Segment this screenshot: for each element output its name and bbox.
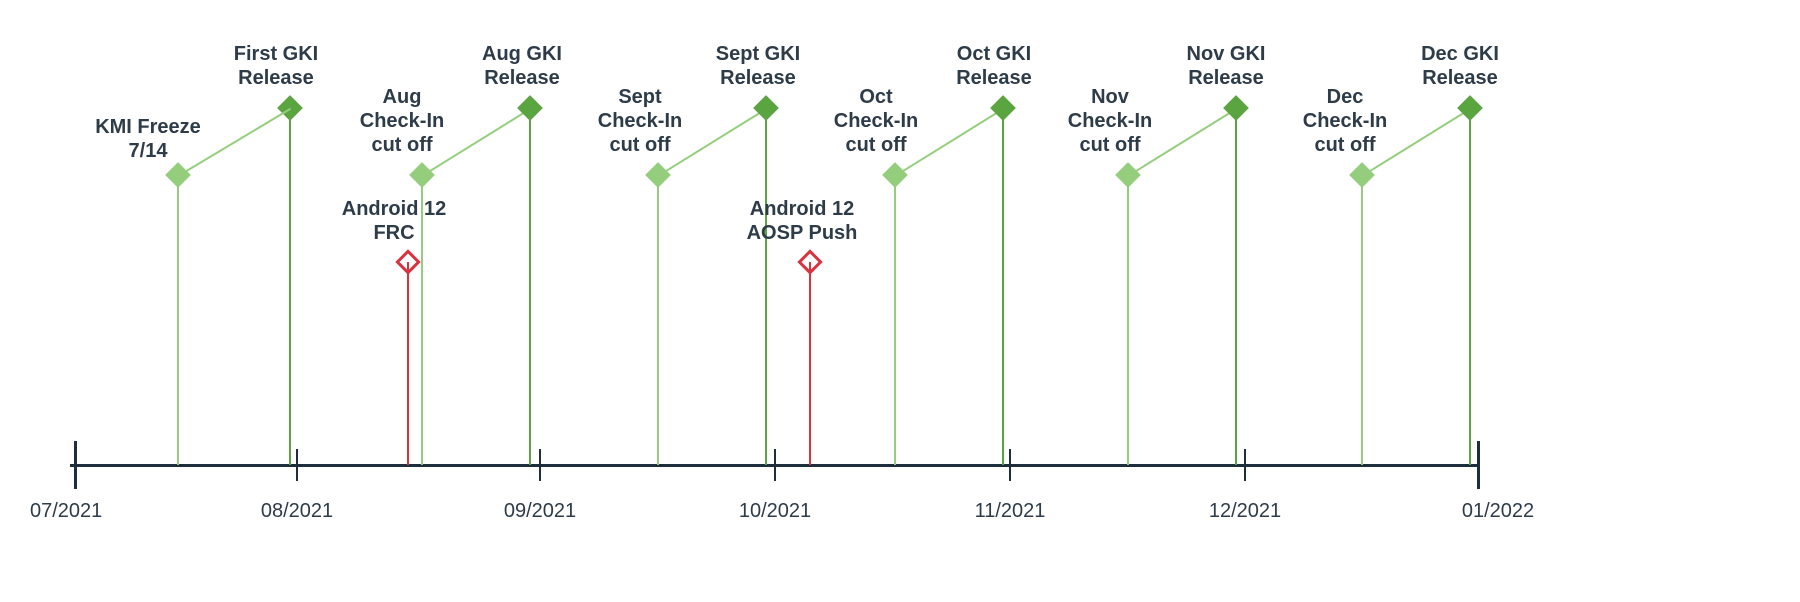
timeline-diagram: 07/2021 08/2021 09/2021 10/2021 11/2021 12/20…	[0, 0, 1800, 602]
axis-label: 09/2021	[504, 500, 576, 523]
event-stem-dec-gki	[1469, 108, 1471, 465]
event-stem-aug-gki	[529, 108, 531, 465]
axis-label: 12/2021	[1209, 500, 1281, 523]
event-stem-first-gki	[289, 108, 291, 465]
event-stem-android12-frc	[407, 262, 409, 465]
axis-label: 10/2021	[739, 500, 811, 523]
event-label-android12-frc: Android 12 FRC	[342, 197, 446, 245]
event-label-dec-gki: Dec GKI Release	[1421, 42, 1499, 90]
event-marker-aug-gki	[517, 95, 542, 120]
axis-tick	[296, 449, 298, 481]
axis-tick	[774, 449, 776, 481]
event-label-dec-checkin: Dec Check-In cut off	[1303, 85, 1387, 157]
axis-label: 01/2022	[1462, 500, 1534, 523]
event-stem-oct-gki	[1002, 108, 1004, 465]
event-marker-nov-checkin	[1115, 162, 1140, 187]
event-label-aug-gki: Aug GKI Release	[482, 42, 562, 90]
event-marker-sept-checkin	[645, 162, 670, 187]
event-marker-nov-gki	[1223, 95, 1248, 120]
axis-tick	[1477, 441, 1480, 489]
event-label-sept-gki: Sept GKI Release	[716, 42, 800, 90]
event-marker-aug-checkin	[409, 162, 434, 187]
event-marker-oct-checkin	[882, 162, 907, 187]
axis-tick	[539, 449, 541, 481]
event-marker-oct-gki	[990, 95, 1015, 120]
event-label-first-gki: First GKI Release	[234, 42, 318, 90]
axis-label: 07/2021	[30, 500, 102, 523]
axis-label: 08/2021	[261, 500, 333, 523]
event-label-nov-gki: Nov GKI Release	[1187, 42, 1266, 90]
event-stem-android12-aosp	[809, 262, 811, 465]
axis-tick	[1009, 449, 1011, 481]
event-label-aug-checkin: Aug Check-In cut off	[360, 85, 444, 157]
event-stem-sept-gki	[765, 108, 767, 465]
event-marker-sept-gki	[753, 95, 778, 120]
event-stem-dec-checkin	[1361, 175, 1363, 465]
event-label-sept-checkin: Sept Check-In cut off	[598, 85, 682, 157]
axis-label: 11/2021	[975, 500, 1046, 523]
event-stem-sept-checkin	[657, 175, 659, 465]
event-marker-android12-frc	[395, 249, 420, 274]
event-marker-android12-aosp	[797, 249, 822, 274]
event-label-kmi-freeze: KMI Freeze 7/14	[95, 115, 201, 163]
event-label-oct-checkin: Oct Check-In cut off	[834, 85, 918, 157]
event-marker-dec-gki	[1457, 95, 1482, 120]
axis-tick	[74, 441, 77, 489]
event-marker-dec-checkin	[1349, 162, 1374, 187]
event-stem-nov-gki	[1235, 108, 1237, 465]
axis-tick	[1244, 449, 1246, 481]
event-stem-oct-checkin	[894, 175, 896, 465]
event-label-android12-aosp: Android 12 AOSP Push	[747, 197, 858, 245]
event-label-oct-gki: Oct GKI Release	[956, 42, 1032, 90]
event-label-nov-checkin: Nov Check-In cut off	[1068, 85, 1152, 157]
event-stem-nov-checkin	[1127, 175, 1129, 465]
event-stem-kmi-freeze	[177, 175, 179, 465]
